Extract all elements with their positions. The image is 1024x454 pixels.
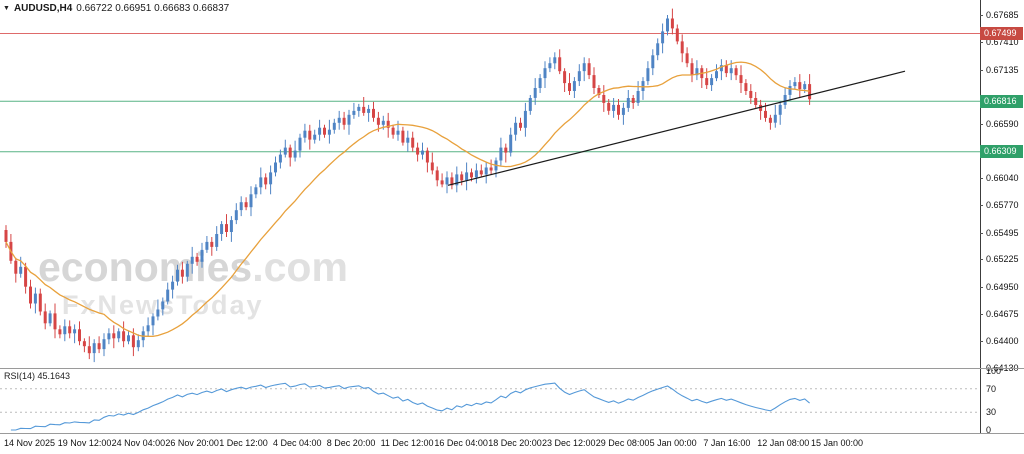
symbol-dropdown-icon[interactable]: ▼ <box>3 5 10 12</box>
price-axis-tick <box>980 123 983 125</box>
price-axis-tick <box>980 286 983 288</box>
price-axis-label: 0.65770 <box>986 200 1019 211</box>
time-axis-label: 7 Jan 16:00 <box>703 438 751 448</box>
time-axis-label: 29 Dec 08:00 <box>595 438 650 448</box>
price-axis-label: 0.66040 <box>986 173 1019 184</box>
price-axis-label: 0.67410 <box>986 37 1019 48</box>
time-axis-label: 4 Dec 04:00 <box>273 438 322 448</box>
price-axis-label: 0.64950 <box>986 281 1019 292</box>
price-axis-label: 0.64400 <box>986 336 1019 347</box>
price-axis-tick <box>980 313 983 315</box>
price-axis-tick <box>980 259 983 261</box>
symbol-info-bar: ▼ AUDUSD,H4 0.66722 0.66951 0.66683 0.66… <box>3 3 229 14</box>
rsi-axis-label: 0 <box>986 425 992 435</box>
axis-separator-line <box>980 0 981 433</box>
price-axis-label: 0.67135 <box>986 64 1019 75</box>
price-axis-label: 0.66590 <box>986 118 1019 129</box>
time-axis-label: 11 Dec 12:00 <box>380 438 434 448</box>
price-axis-label: 0.67685 <box>986 10 1019 21</box>
resistance-price-badge: 0.67499 <box>980 27 1023 40</box>
time-axis-label: 15 Jan 00:00 <box>811 438 864 448</box>
time-axis-label: 18 Dec 20:00 <box>488 438 542 448</box>
rsi-axis-label: 100 <box>986 366 1002 376</box>
price-axis-tick <box>980 69 983 71</box>
time-axis[interactable]: 14 Nov 2025 19 Nov 12:00 24 Nov 04:00 26 No… <box>0 434 1024 454</box>
watermark-brand: economies.com <box>38 244 348 291</box>
support-price-badge: 0.66309 <box>980 145 1023 159</box>
current-price-badge: 0.66816 <box>980 94 1023 108</box>
time-axis-label: 5 Jan 00:00 <box>649 438 697 448</box>
watermark-brand-text: economies <box>38 244 253 290</box>
time-axis-divider <box>0 433 1024 434</box>
time-axis-label: 26 Nov 20:00 <box>165 438 219 448</box>
time-axis-label: 14 Nov 2025 <box>4 438 56 448</box>
time-axis-label: 23 Dec 12:00 <box>542 438 596 448</box>
time-axis-label: 24 Nov 04:00 <box>111 438 166 448</box>
price-axis-label: 0.65495 <box>986 227 1019 238</box>
panel-splitter[interactable] <box>0 368 1024 369</box>
price-axis[interactable]: 0.67685 0.67410 0.67135 0.66590 0.66040 0.657… <box>980 0 1024 433</box>
price-axis-tick <box>980 232 983 234</box>
time-axis-label: 19 Nov 12:00 <box>57 438 112 448</box>
rsi-axis[interactable]: 100 70 30 0 <box>980 0 1024 435</box>
watermark-domain-text: .com <box>252 244 348 290</box>
rsi-axis-label: 30 <box>986 407 997 418</box>
time-axis-label: 16 Dec 04:00 <box>434 438 488 448</box>
price-axis-tick <box>980 15 983 17</box>
price-axis-tick <box>980 178 983 180</box>
price-axis-tick <box>980 205 983 207</box>
time-axis-label: 1 Dec 12:00 <box>219 438 268 448</box>
time-axis-label: 12 Jan 08:00 <box>757 438 810 448</box>
price-axis-label: 0.64675 <box>986 308 1019 319</box>
ohlc-values: 0.66722 0.66951 0.66683 0.66837 <box>76 3 230 14</box>
price-axis-label: 0.65225 <box>986 254 1019 265</box>
price-axis-tick <box>980 42 983 44</box>
rsi-indicator-label: RSI(14) 45.1643 <box>4 371 71 381</box>
symbol-timeframe-label: AUDUSD,H4 <box>13 3 73 14</box>
time-axis-label: 8 Dec 20:00 <box>326 438 376 448</box>
rsi-axis-label: 70 <box>986 383 997 394</box>
price-axis-tick <box>980 341 983 343</box>
